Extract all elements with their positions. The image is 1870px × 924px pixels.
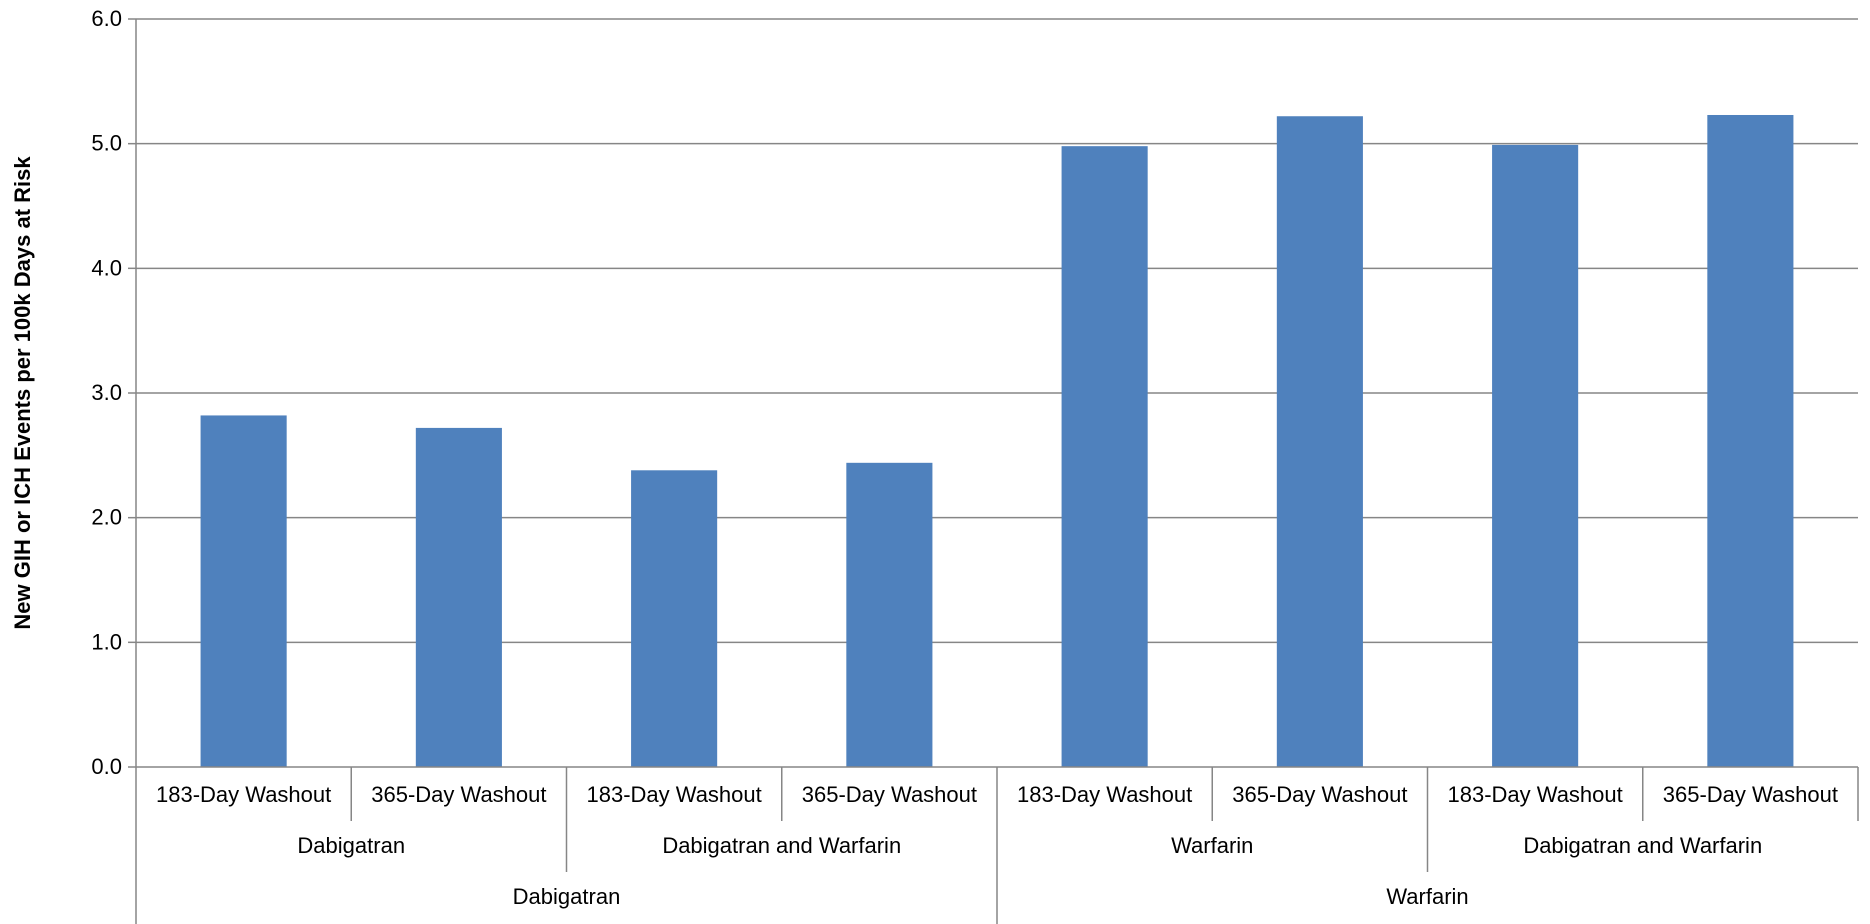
y-tick-label: 6.0 <box>91 6 122 31</box>
x-tick-label: 183-Day Washout <box>1017 782 1192 807</box>
bar <box>1707 114 1794 767</box>
x-tick-label: 183-Day Washout <box>156 782 331 807</box>
axes <box>128 18 1859 924</box>
top-group-label: Warfarin <box>1386 884 1468 909</box>
group-label: Dabigatran and Warfarin <box>1523 833 1762 858</box>
labels: 0.0 1.0 2.0 3.0 4.0 5.0 6.0 183-Day Washout 365-… <box>10 6 1838 909</box>
top-group-label: Dabigatran <box>513 884 621 909</box>
bar <box>1492 144 1579 767</box>
x-tick-label: 365-Day Washout <box>1232 782 1407 807</box>
x-tick-label: 183-Day Washout <box>1447 782 1622 807</box>
x-tick-label: 365-Day Washout <box>802 782 977 807</box>
y-tick-label: 5.0 <box>91 131 122 156</box>
y-tick-label: 1.0 <box>91 629 122 654</box>
group-label: Warfarin <box>1171 833 1253 858</box>
group-label: Dabigatran <box>297 833 405 858</box>
y-tick-label: 4.0 <box>91 255 122 280</box>
y-tick-label: 2.0 <box>91 505 122 530</box>
gridlines <box>136 18 1858 644</box>
group-label: Dabigatran and Warfarin <box>662 833 901 858</box>
y-tick-label: 3.0 <box>91 380 122 405</box>
x-tick-label: 183-Day Washout <box>586 782 761 807</box>
bar <box>846 462 933 767</box>
bar <box>415 427 502 767</box>
bar <box>1061 146 1148 767</box>
bar <box>1276 116 1363 768</box>
y-axis-title: New GIH or ICH Events per 100k Days at R… <box>10 156 35 630</box>
x-tick-label: 365-Day Washout <box>1663 782 1838 807</box>
y-tick-label: 0.0 <box>91 754 122 779</box>
bar <box>200 415 287 767</box>
bars <box>200 114 1794 768</box>
bar <box>631 470 718 767</box>
x-tick-label: 365-Day Washout <box>371 782 546 807</box>
